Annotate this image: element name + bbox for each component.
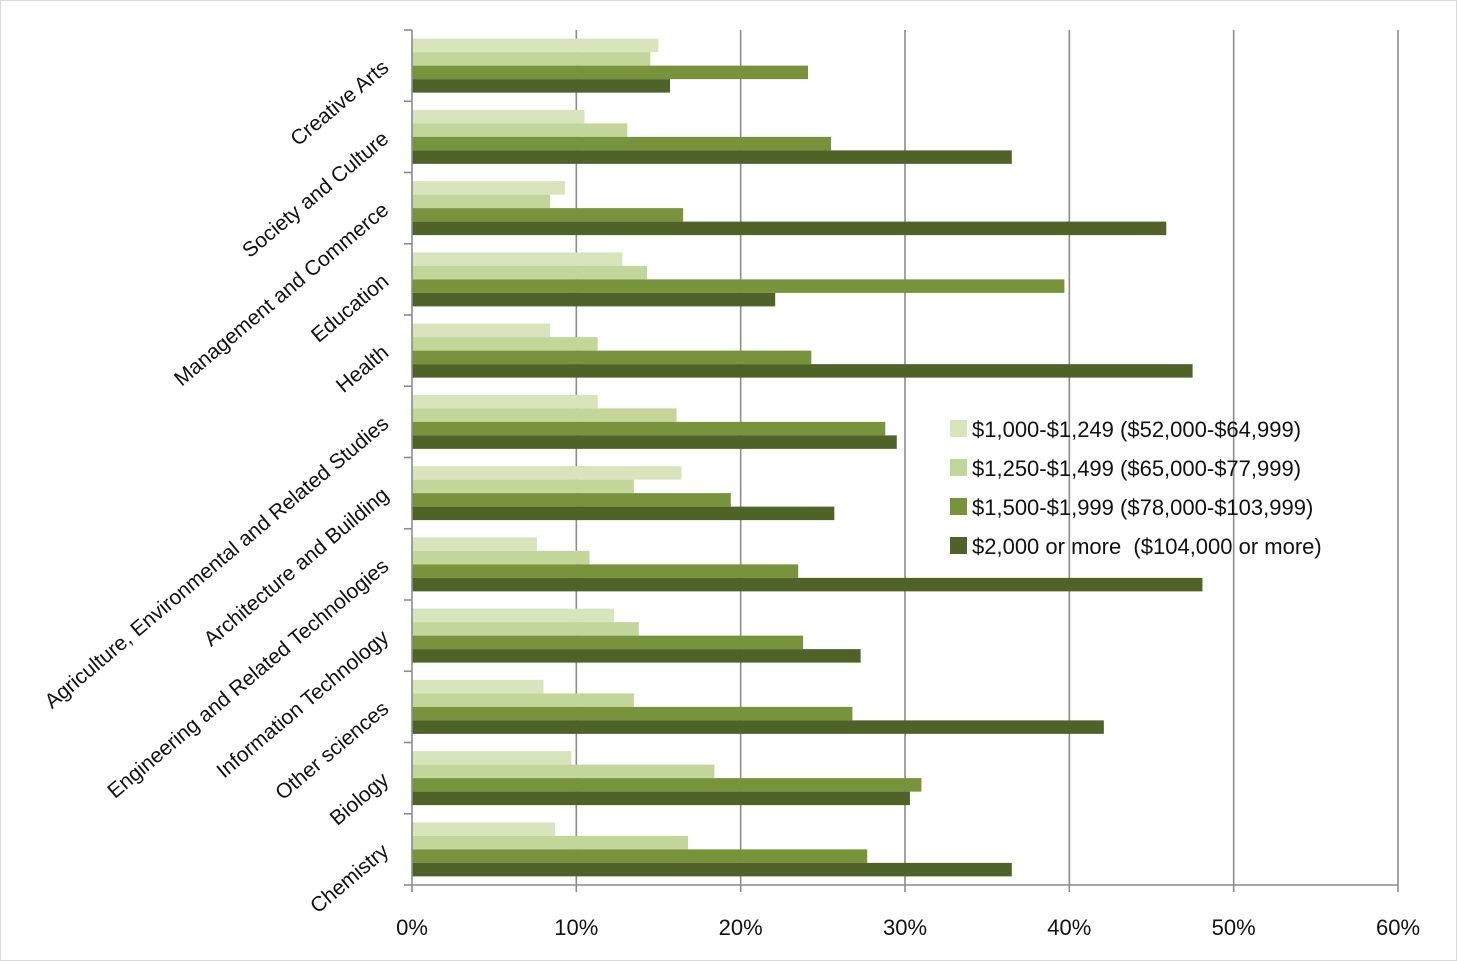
bar-series1 bbox=[412, 679, 544, 694]
x-tick-label: 30% bbox=[883, 915, 927, 940]
bar-series1 bbox=[412, 822, 555, 836]
bar-series4 bbox=[412, 720, 1104, 734]
bar-series3 bbox=[412, 849, 868, 863]
legend-label: $2,000 or more ($104,000 or more) bbox=[972, 534, 1322, 559]
bar-series1 bbox=[412, 751, 572, 765]
bar-series2 bbox=[412, 123, 628, 137]
bar-series3 bbox=[412, 706, 853, 721]
bar-series4 bbox=[412, 150, 1012, 164]
category-label: Health bbox=[332, 341, 393, 398]
bar-series1 bbox=[412, 323, 551, 338]
bar-series3 bbox=[412, 208, 684, 222]
bar-series1 bbox=[412, 181, 565, 195]
bar-series3 bbox=[412, 65, 809, 80]
bar-series1 bbox=[412, 109, 585, 124]
bar-series4 bbox=[412, 649, 861, 663]
bar-series1 bbox=[412, 608, 615, 623]
bar-series1 bbox=[412, 252, 623, 266]
bar-series4 bbox=[412, 506, 835, 521]
bar-series1 bbox=[412, 466, 682, 480]
legend-label: $1,000-$1,249 ($52,000-$64,999) bbox=[972, 417, 1301, 442]
category-label: Society and Culture bbox=[238, 127, 393, 262]
bar-series4 bbox=[412, 862, 1012, 877]
bar-series4 bbox=[412, 221, 1167, 236]
bar-series2 bbox=[412, 52, 651, 66]
bar-series4 bbox=[412, 435, 897, 449]
bar-series3 bbox=[412, 350, 812, 365]
bar-series4 bbox=[412, 292, 776, 307]
x-tick-label: 0% bbox=[396, 915, 428, 940]
bar-series4 bbox=[412, 791, 910, 806]
bar-series4 bbox=[412, 364, 1193, 378]
legend-label: $1,250-$1,499 ($65,000-$77,999) bbox=[972, 456, 1301, 481]
bar-series2 bbox=[412, 693, 634, 707]
legend-swatch bbox=[950, 459, 967, 476]
legend-label: $1,500-$1,999 ($78,000-$103,999) bbox=[972, 495, 1313, 520]
bar-series1 bbox=[412, 537, 537, 551]
x-tick-label: 60% bbox=[1376, 915, 1420, 940]
bar-series2 bbox=[412, 337, 598, 351]
bar-series1 bbox=[412, 394, 598, 409]
legend-swatch bbox=[950, 420, 967, 437]
category-label: Biology bbox=[326, 768, 394, 830]
bar-series2 bbox=[412, 764, 715, 779]
legend-swatch bbox=[950, 498, 967, 515]
x-tick-label: 10% bbox=[554, 915, 598, 940]
category-label: Education bbox=[307, 270, 393, 348]
bar-series3 bbox=[412, 635, 804, 650]
bar-series1 bbox=[412, 38, 659, 53]
bar-series2 bbox=[412, 550, 590, 565]
bar-series3 bbox=[412, 136, 832, 151]
bar-series3 bbox=[412, 778, 922, 792]
bar-series4 bbox=[412, 79, 671, 93]
category-label: Chemistry bbox=[306, 839, 394, 918]
bar-series3 bbox=[412, 279, 1065, 293]
x-tick-label: 50% bbox=[1212, 915, 1256, 940]
bar-series2 bbox=[412, 194, 551, 209]
bar-series3 bbox=[412, 564, 799, 578]
bar-series3 bbox=[412, 493, 731, 507]
x-tick-label: 40% bbox=[1047, 915, 1091, 940]
bar-series2 bbox=[412, 265, 647, 280]
x-tick-label: 20% bbox=[719, 915, 763, 940]
bar-series3 bbox=[412, 421, 886, 436]
bar-series2 bbox=[412, 835, 689, 850]
bar-series2 bbox=[412, 408, 677, 422]
bar-series2 bbox=[412, 622, 639, 636]
bar-series4 bbox=[412, 577, 1203, 592]
legend-swatch bbox=[950, 537, 967, 554]
bar-series2 bbox=[412, 479, 634, 494]
